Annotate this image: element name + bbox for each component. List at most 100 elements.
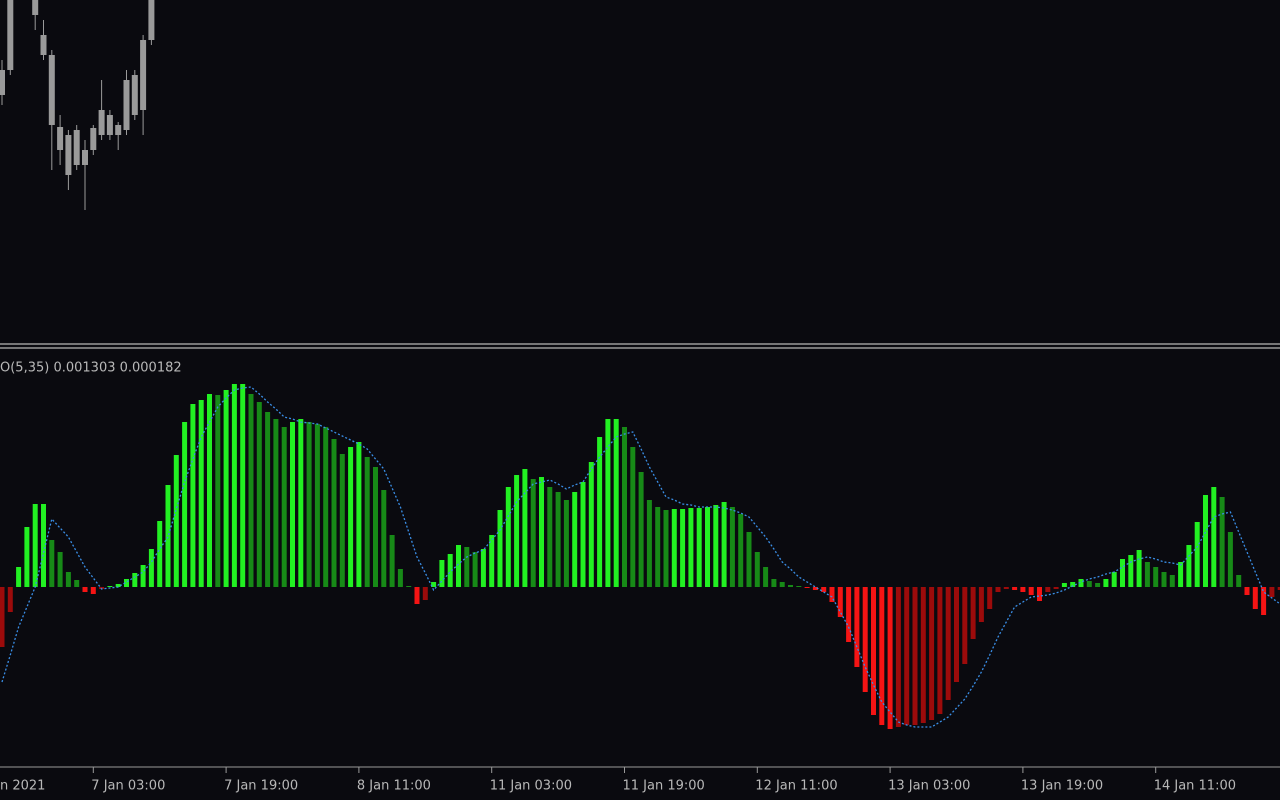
histogram-bar [1236, 575, 1242, 587]
histogram-bar [1020, 587, 1026, 592]
candle-body [48, 55, 55, 125]
histogram-bar [1178, 562, 1184, 587]
histogram-bar [82, 587, 88, 592]
histogram-bar [671, 509, 677, 587]
candle-body [40, 35, 47, 55]
histogram-bar [1244, 587, 1250, 595]
histogram-bar [323, 427, 329, 587]
histogram-bar [32, 504, 38, 587]
histogram-bar [1103, 579, 1109, 587]
histogram-bar [24, 527, 30, 587]
histogram-bar [729, 507, 735, 587]
histogram-bar [480, 549, 486, 587]
histogram-bar [754, 552, 760, 587]
histogram-bar [514, 475, 520, 587]
histogram-bar [414, 587, 420, 604]
histogram-bar [1252, 587, 1258, 609]
indicator-label: O(5,35) 0.001303 0.000182 [0, 361, 182, 376]
histogram-bar [1111, 572, 1117, 587]
histogram-bar [124, 579, 129, 587]
histogram-bar [41, 504, 46, 587]
histogram-bar [148, 549, 154, 587]
histogram-bar [912, 587, 918, 725]
histogram-bar [1003, 587, 1009, 589]
histogram-bar [821, 587, 827, 592]
histogram-bar [563, 500, 569, 587]
histogram-bar [588, 462, 594, 587]
histogram-bar [132, 573, 138, 587]
candle-body [115, 125, 122, 135]
x-tick-label: n 2021 [0, 779, 45, 794]
histogram-bar [721, 502, 727, 587]
histogram-bar [1078, 579, 1084, 587]
histogram-bar [854, 587, 860, 667]
histogram-bar [713, 505, 719, 587]
histogram-bar [1227, 532, 1233, 587]
histogram-bar [198, 400, 204, 587]
histogram-bar [746, 532, 752, 587]
histogram-bar [1095, 583, 1101, 587]
x-tick-label: 11 Jan 03:00 [490, 779, 572, 794]
histogram-bar [1186, 545, 1192, 587]
histogram-bar [829, 587, 835, 602]
candle-body [106, 115, 113, 135]
x-tick-label: 7 Jan 03:00 [91, 779, 165, 794]
histogram-bar [622, 427, 627, 587]
histogram-bar [0, 587, 5, 647]
histogram-bar [605, 419, 611, 587]
histogram-bar [788, 585, 793, 587]
x-tick-label: 14 Jan 11:00 [1154, 779, 1236, 794]
histogram-bar [539, 477, 544, 587]
histogram-bar [987, 587, 993, 609]
histogram-bar [314, 424, 320, 587]
histogram-bar [298, 419, 304, 587]
histogram-bar [1277, 587, 1280, 590]
histogram-bar [522, 469, 528, 587]
histogram-bar [962, 587, 968, 664]
histogram-bar [356, 442, 362, 587]
histogram-bar [630, 447, 636, 587]
candle-body [98, 110, 105, 135]
histogram-bar [381, 490, 387, 587]
histogram-bar [937, 587, 943, 714]
histogram-bar [1169, 575, 1175, 587]
candle-body [123, 80, 130, 130]
histogram-bar [273, 419, 279, 587]
histogram-bar [115, 584, 121, 587]
histogram-bar [954, 587, 959, 682]
histogram-bar [763, 567, 769, 587]
histogram-bar [447, 554, 453, 587]
histogram-bar [431, 582, 437, 587]
histogram-bar [879, 587, 885, 725]
candle-body [0, 70, 5, 95]
histogram-bar [895, 587, 901, 727]
histogram-bar [929, 587, 935, 720]
histogram-bar [680, 509, 686, 587]
candle-body [148, 0, 155, 40]
histogram-bar [231, 384, 237, 587]
histogram-bar [364, 457, 370, 587]
x-tick-label: 11 Jan 19:00 [623, 779, 705, 794]
histogram-bar [862, 587, 868, 692]
histogram-bar [779, 582, 785, 587]
histogram-bar [439, 560, 445, 587]
histogram-bar [173, 455, 179, 587]
candle-body [32, 0, 39, 15]
histogram-bar [49, 540, 55, 587]
histogram-bar [422, 587, 428, 600]
candle-body [73, 130, 80, 165]
histogram-bar [223, 390, 229, 587]
histogram-bar [738, 514, 744, 587]
histogram-bar [1194, 522, 1200, 587]
x-tick-label: 13 Jan 19:00 [1021, 779, 1103, 794]
histogram-bar [74, 580, 80, 587]
histogram-bar [1120, 559, 1125, 587]
histogram-bar [1070, 582, 1076, 587]
candle-body [65, 135, 72, 175]
x-tick-label: 7 Jan 19:00 [224, 779, 298, 794]
histogram-bar [7, 587, 13, 612]
histogram-bar [547, 487, 553, 587]
histogram-bar [182, 422, 188, 587]
candle-body [140, 40, 147, 110]
x-tick-label: 8 Jan 11:00 [357, 779, 431, 794]
